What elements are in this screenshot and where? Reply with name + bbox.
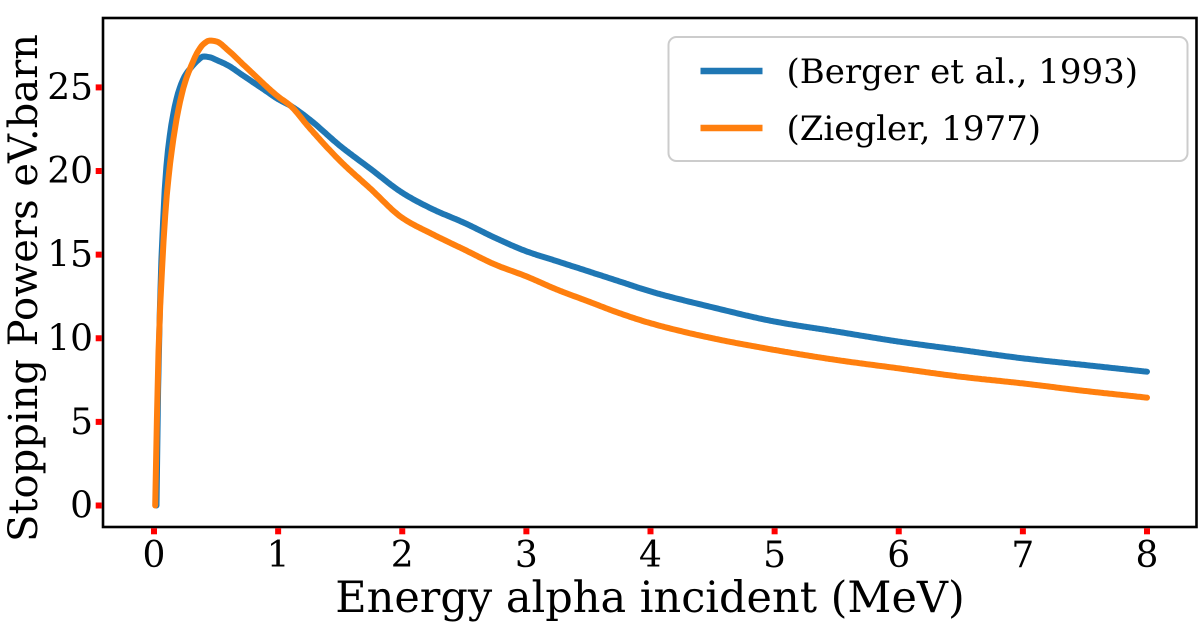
y-tick-mark (95, 84, 102, 91)
y-tick-mark (95, 502, 102, 509)
x-tick-mark (895, 528, 902, 535)
y-tick-label: 10 (47, 318, 93, 359)
x-tick-label: 6 (887, 535, 910, 576)
y-tick-label: 0 (70, 486, 93, 527)
y-tick-mark (95, 251, 102, 258)
x-tick-mark (399, 528, 406, 535)
x-tick-mark (151, 528, 157, 535)
x-tick-mark (275, 528, 282, 535)
y-tick-label: 5 (70, 402, 93, 443)
y-tick-label: 15 (47, 235, 93, 276)
x-tick-label: 1 (267, 535, 290, 576)
x-tick-label: 0 (143, 535, 166, 576)
x-tick-mark (1019, 528, 1026, 535)
y-tick-mark (95, 168, 102, 175)
y-tick-mark (95, 418, 102, 425)
x-tick-label: 5 (763, 535, 786, 576)
x-tick-label: 2 (391, 535, 414, 576)
y-tick-label: 25 (47, 67, 93, 108)
legend-item-label: (Berger et al., 1993) (787, 52, 1139, 92)
x-tick-mark (771, 528, 778, 535)
x-tick-label: 4 (639, 535, 662, 576)
y-tick-label: 20 (47, 151, 93, 192)
x-tick-label: 7 (1011, 535, 1034, 576)
x-tick-label: 8 (1136, 535, 1159, 576)
y-tick-mark (95, 335, 102, 342)
x-tick-mark (523, 528, 530, 535)
legend-item-label: (Ziegler, 1977) (787, 109, 1042, 149)
x-tick-mark (647, 528, 654, 535)
plot-area (101, 16, 1198, 529)
y-axis-label: Stopping Powers eV.barn (1, 34, 47, 542)
series-line-berger-et-al-1993 (153, 53, 1150, 509)
series-line-ziegler-1977 (152, 37, 1150, 509)
x-tick-label: 3 (515, 535, 538, 576)
x-tick-mark (1144, 528, 1150, 535)
legend-box (667, 36, 1189, 162)
x-axis-label: Energy alpha incident (MeV) (335, 573, 965, 622)
